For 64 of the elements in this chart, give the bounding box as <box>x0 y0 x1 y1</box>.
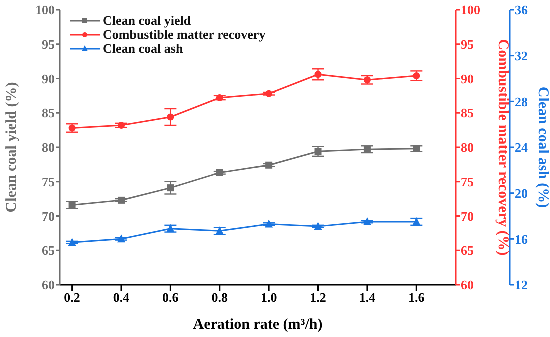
point <box>167 184 174 192</box>
point <box>266 90 273 98</box>
y2-tick-label: 60 <box>461 278 474 293</box>
y2-tick-label: 75 <box>461 174 474 190</box>
point <box>412 217 421 226</box>
point <box>364 76 371 84</box>
point <box>117 234 126 243</box>
y3-tick-label: 20 <box>515 186 528 201</box>
legend-label: Combustible matter recovery <box>103 27 266 43</box>
y-tick-label: 60 <box>42 278 55 293</box>
point <box>265 220 274 228</box>
y-tick-label: 80 <box>42 140 55 156</box>
point <box>166 224 175 232</box>
point <box>413 72 420 80</box>
legend-label: Clean coal yield <box>103 13 192 29</box>
y2-tick-label: 80 <box>461 140 474 156</box>
y-tick-label: 85 <box>42 106 56 121</box>
y2-tick-label: 90 <box>461 71 474 86</box>
x-tick-label: 1.0 <box>260 290 278 306</box>
x-tick-label: 0.2 <box>64 290 80 306</box>
point <box>363 217 372 226</box>
point <box>68 124 76 132</box>
y2-axis-title: Combustible matter recovery (%) <box>495 39 511 256</box>
y3-tick-label: 24 <box>515 140 528 156</box>
x-tick-label: 0.8 <box>212 290 228 306</box>
y3-tick-label: 28 <box>515 94 528 110</box>
point <box>118 122 125 129</box>
y-tick-label: 100 <box>36 2 55 18</box>
x-tick-label: 1.6 <box>408 290 426 306</box>
y3-tick-label: 16 <box>515 232 528 247</box>
y3-tick-label: 12 <box>515 278 528 293</box>
x-tick-label: 0.4 <box>113 290 130 306</box>
point <box>413 145 420 152</box>
x-axis-title: Aeration rate (m³/h) <box>193 317 323 333</box>
y-tick-label: 65 <box>42 243 56 258</box>
y3-tick-label: 32 <box>515 48 528 64</box>
point <box>314 148 322 156</box>
legend-label: Clean coal ash <box>103 41 184 57</box>
x-tick-label: 1.2 <box>310 290 326 306</box>
y-axis-title: Clean coal yield (%) <box>4 82 20 213</box>
point <box>314 222 322 230</box>
y2-tick-label: 100 <box>461 2 480 18</box>
y3-tick-label: 36 <box>515 2 528 18</box>
point <box>216 226 224 235</box>
y2-tick-label: 70 <box>461 208 474 224</box>
y2-tick-label: 65 <box>461 243 474 258</box>
point <box>68 202 76 209</box>
y2-tick-label: 85 <box>461 106 474 121</box>
y2-tick-label: 95 <box>461 36 474 52</box>
point <box>314 71 322 78</box>
point <box>216 94 224 102</box>
y-tick-label: 90 <box>42 71 55 86</box>
x-tick-label: 0.6 <box>162 290 180 306</box>
y-tick-label: 70 <box>42 208 55 224</box>
y3-axis-title: Clean coal ash (%) <box>535 86 550 208</box>
point <box>364 146 371 154</box>
x-tick-label: 1.4 <box>359 290 376 306</box>
point <box>68 238 76 246</box>
y-tick-label: 75 <box>42 174 56 190</box>
y-tick-label: 95 <box>42 36 56 52</box>
point <box>266 162 273 169</box>
point <box>167 114 174 121</box>
point <box>216 169 224 176</box>
point <box>118 196 125 204</box>
